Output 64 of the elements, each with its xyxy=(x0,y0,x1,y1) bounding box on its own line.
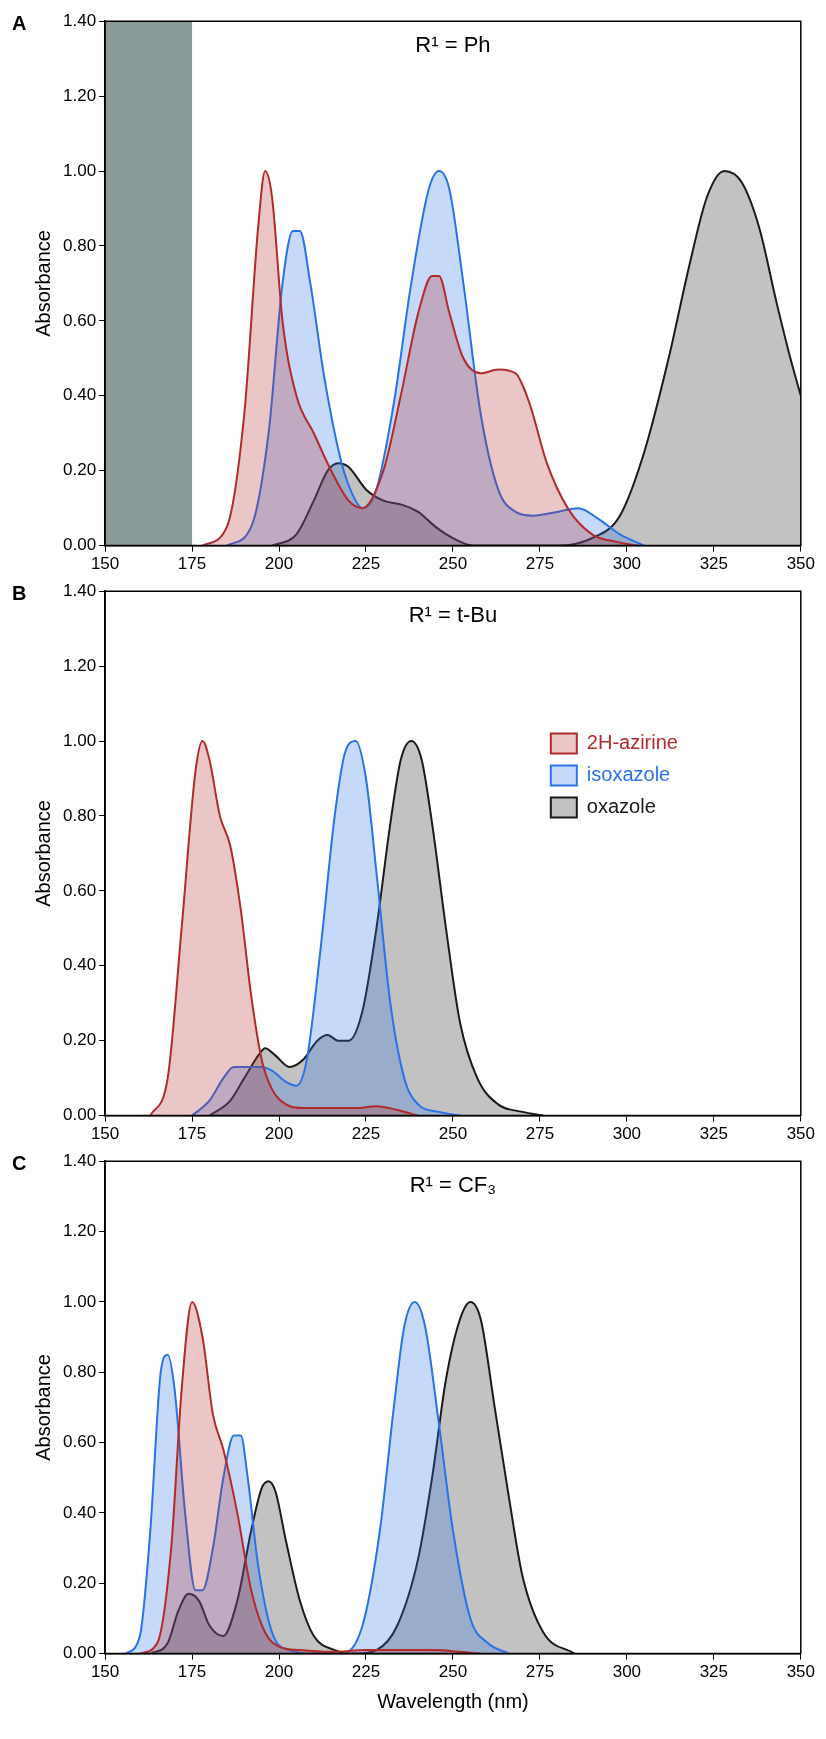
y-axis-title: Absorbance xyxy=(31,230,54,337)
y-tick-label: 0.60 xyxy=(62,1432,97,1452)
y-tick-label: 0.20 xyxy=(62,460,97,480)
x-tick-label: 175 xyxy=(177,1662,207,1682)
x-tick-label: 250 xyxy=(438,1124,468,1144)
y-tick-label: 1.20 xyxy=(62,655,97,675)
x-tick-label: 350 xyxy=(786,1662,816,1682)
x-tick-label: 300 xyxy=(612,554,642,574)
x-tick-label: 225 xyxy=(351,1662,381,1682)
text: C xyxy=(12,1151,27,1174)
y-tick-label: 0.00 xyxy=(62,1105,97,1125)
text: R¹ = CF₃ xyxy=(409,1172,497,1198)
x-tick-label: 350 xyxy=(786,554,816,574)
text: B xyxy=(12,581,27,604)
y-tick-label: 1.40 xyxy=(62,10,97,30)
text: A xyxy=(12,11,27,34)
y-tick-label: 0.40 xyxy=(62,385,97,405)
y-tick-label: 0.20 xyxy=(62,1030,97,1050)
y-tick-label: 0.80 xyxy=(62,1361,97,1381)
x-tick-label: 350 xyxy=(786,1124,816,1144)
x-tick-label: 150 xyxy=(90,1662,120,1682)
y-tick-label: 0.00 xyxy=(62,535,97,555)
y-tick-label: 0.80 xyxy=(62,805,97,825)
y-tick-label: 0.40 xyxy=(62,955,97,975)
y-tick-label: 1.20 xyxy=(62,85,97,105)
x-tick-label: 275 xyxy=(525,554,555,574)
x-tick-label: 225 xyxy=(351,1124,381,1144)
y-tick-label: 0.40 xyxy=(62,1502,97,1522)
y-tick-label: 0.60 xyxy=(62,880,97,900)
y-tick-label: 0.00 xyxy=(62,1643,97,1663)
y-tick-label: 1.40 xyxy=(62,1150,97,1170)
x-tick-label: 300 xyxy=(612,1662,642,1682)
x-tick-label: 150 xyxy=(90,1124,120,1144)
x-tick-label: 325 xyxy=(699,1124,729,1144)
x-tick-label: 325 xyxy=(699,554,729,574)
y-tick-label: 1.00 xyxy=(62,160,97,180)
y-tick-label: 0.60 xyxy=(62,310,97,330)
x-tick-label: 250 xyxy=(438,554,468,574)
x-tick-label: 200 xyxy=(264,554,294,574)
y-tick-label: 1.00 xyxy=(62,730,97,750)
x-tick-label: 200 xyxy=(264,1124,294,1144)
y-axis-title: Absorbance xyxy=(31,1354,54,1461)
y-tick-label: 0.20 xyxy=(62,1572,97,1592)
x-tick-label: 275 xyxy=(525,1124,555,1144)
legend-label: oxazole xyxy=(586,794,656,817)
x-tick-label: 150 xyxy=(90,554,120,574)
x-tick-label: 275 xyxy=(525,1662,555,1682)
y-tick-label: 1.40 xyxy=(62,580,97,600)
x-tick-label: 200 xyxy=(264,1662,294,1682)
x-tick-label: 225 xyxy=(351,554,381,574)
text: R¹ = Ph xyxy=(415,32,491,58)
x-tick-label: 175 xyxy=(177,554,207,574)
legend-label: 2H-azirine xyxy=(586,730,678,753)
x-tick-label: 325 xyxy=(699,1662,729,1682)
text: R¹ = t-Bu xyxy=(408,602,498,628)
y-tick-label: 1.00 xyxy=(62,1291,97,1311)
x-tick-label: 175 xyxy=(177,1124,207,1144)
x-axis-title: Wavelength (nm) xyxy=(377,1689,529,1712)
y-tick-label: 1.20 xyxy=(62,1221,97,1241)
y-axis-title: Absorbance xyxy=(31,800,54,907)
legend-label: isoxazole xyxy=(586,762,671,785)
x-tick-label: 250 xyxy=(438,1662,468,1682)
y-tick-label: 0.80 xyxy=(62,235,97,255)
x-tick-label: 300 xyxy=(612,1124,642,1144)
